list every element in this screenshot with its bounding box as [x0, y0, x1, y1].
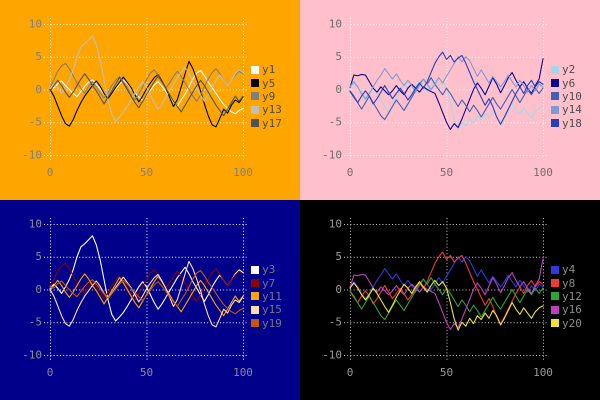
legend-swatch-y19 [251, 319, 259, 328]
legend-item-y17: y17 [251, 117, 282, 130]
legend-label-y13: y13 [262, 103, 282, 117]
legend-item-y14: y14 [551, 103, 582, 116]
legend-label-y11: y11 [262, 289, 282, 303]
panel-top-right: y2 y6 y10 y14 y18 [300, 0, 600, 200]
plot-canvas-bottom-right [300, 200, 600, 400]
legend-item-y6: y6 [551, 76, 582, 89]
legend-label-y16: y16 [562, 303, 582, 317]
legend-swatch-y20 [551, 319, 559, 328]
legend-item-y8: y8 [551, 276, 582, 289]
legend-top-right: y2 y6 y10 y14 y18 [551, 63, 582, 130]
legend-label-y8: y8 [562, 276, 576, 290]
legend-swatch-y4 [551, 265, 559, 274]
legend-swatch-y12 [551, 292, 559, 301]
legend-item-y18: y18 [551, 117, 582, 130]
legend-item-y7: y7 [251, 276, 282, 289]
plot-canvas-top-right [300, 0, 600, 200]
legend-swatch-y7 [251, 279, 259, 288]
legend-label-y10: y10 [562, 89, 582, 103]
legend-label-y20: y20 [562, 316, 582, 330]
legend-swatch-y1 [251, 65, 259, 74]
legend-swatch-y11 [251, 292, 259, 301]
legend-swatch-y18 [551, 119, 559, 128]
legend-label-y7: y7 [262, 276, 276, 290]
legend-item-y12: y12 [551, 290, 582, 303]
legend-swatch-y15 [251, 305, 259, 314]
legend-top-left: y1 y5 y9 y13 y17 [251, 63, 282, 130]
legend-item-y19: y19 [251, 317, 282, 330]
legend-swatch-y2 [551, 65, 559, 74]
panel-bottom-left: y3 y7 y11 y15 y19 [0, 200, 300, 400]
legend-swatch-y3 [251, 265, 259, 274]
plot-canvas-top-left [0, 0, 300, 200]
legend-item-y5: y5 [251, 76, 282, 89]
legend-swatch-y8 [551, 279, 559, 288]
legend-item-y16: y16 [551, 303, 582, 316]
legend-label-y5: y5 [262, 76, 276, 90]
legend-label-y2: y2 [562, 63, 576, 77]
legend-label-y3: y3 [262, 263, 276, 277]
legend-swatch-y5 [251, 79, 259, 88]
legend-swatch-y10 [551, 92, 559, 101]
panel-bottom-right: y4 y8 y12 y16 y20 [300, 200, 600, 400]
legend-item-y13: y13 [251, 103, 282, 116]
plot-canvas-bottom-left [0, 200, 300, 400]
panel-top-left: y1 y5 y9 y13 y17 [0, 0, 300, 200]
legend-label-y9: y9 [262, 89, 276, 103]
legend-label-y6: y6 [562, 76, 576, 90]
legend-item-y9: y9 [251, 90, 282, 103]
legend-item-y11: y11 [251, 290, 282, 303]
legend-swatch-y13 [251, 105, 259, 114]
legend-swatch-y17 [251, 119, 259, 128]
legend-swatch-y9 [251, 92, 259, 101]
legend-label-y18: y18 [562, 116, 582, 130]
legend-swatch-y16 [551, 305, 559, 314]
legend-label-y17: y17 [262, 116, 282, 130]
legend-label-y15: y15 [262, 303, 282, 317]
legend-swatch-y14 [551, 105, 559, 114]
legend-item-y4: y4 [551, 263, 582, 276]
legend-label-y1: y1 [262, 63, 276, 77]
legend-label-y14: y14 [562, 103, 582, 117]
legend-item-y20: y20 [551, 317, 582, 330]
legend-item-y2: y2 [551, 63, 582, 76]
legend-swatch-y6 [551, 79, 559, 88]
legend-label-y4: y4 [562, 263, 576, 277]
legend-bottom-right: y4 y8 y12 y16 y20 [551, 263, 582, 330]
legend-label-y19: y19 [262, 316, 282, 330]
legend-label-y12: y12 [562, 289, 582, 303]
legend-item-y15: y15 [251, 303, 282, 316]
legend-item-y1: y1 [251, 63, 282, 76]
legend-item-y10: y10 [551, 90, 582, 103]
legend-item-y3: y3 [251, 263, 282, 276]
legend-bottom-left: y3 y7 y11 y15 y19 [251, 263, 282, 330]
